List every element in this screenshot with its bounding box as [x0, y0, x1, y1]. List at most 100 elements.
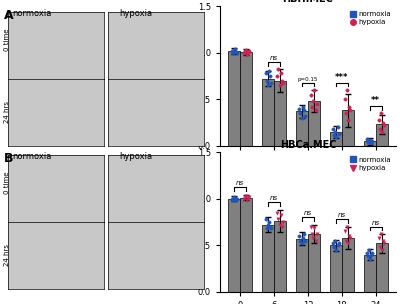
Bar [308, 101, 320, 146]
Text: B: B [4, 152, 14, 165]
Point [368, 141, 374, 146]
Text: normoxia: normoxia [12, 9, 52, 18]
Text: ns: ns [338, 212, 346, 218]
Point [233, 197, 239, 202]
Point [228, 196, 235, 201]
Point [365, 254, 371, 259]
Point [380, 120, 386, 125]
Point [300, 104, 306, 109]
Bar [296, 239, 308, 292]
Point [280, 219, 286, 224]
Point [267, 224, 273, 229]
Point [312, 108, 319, 113]
Point [268, 80, 274, 85]
Point [347, 235, 354, 240]
Point [298, 241, 305, 246]
Point [267, 74, 273, 78]
Point [296, 106, 302, 111]
Point [309, 232, 316, 237]
Point [278, 213, 284, 218]
Y-axis label: Fold change: Fold change [186, 196, 195, 247]
Point [242, 193, 249, 198]
Text: 0 time: 0 time [4, 171, 10, 194]
Point [275, 217, 282, 222]
Point [246, 48, 252, 53]
Bar [262, 225, 274, 292]
Point [311, 88, 318, 92]
Point [300, 235, 306, 240]
Point [274, 210, 280, 215]
Point [377, 127, 383, 132]
Point [268, 226, 274, 231]
Point [332, 238, 338, 243]
Bar [376, 244, 388, 292]
Text: **: ** [371, 96, 380, 105]
Point [309, 104, 316, 109]
Bar [342, 238, 354, 292]
Bar [330, 245, 342, 292]
Point [231, 194, 237, 199]
Text: ns: ns [270, 55, 278, 61]
Point [376, 117, 382, 122]
Legend: normoxia, hypoxia: normoxia, hypoxia [348, 9, 392, 26]
Point [369, 250, 376, 255]
Point [274, 74, 280, 78]
Point [230, 50, 236, 55]
Point [232, 195, 238, 200]
Point [331, 132, 338, 137]
Point [332, 130, 338, 134]
Point [276, 222, 283, 227]
Point [380, 238, 386, 243]
Point [366, 139, 372, 144]
Point [242, 48, 248, 53]
Bar [228, 199, 240, 292]
Point [311, 226, 318, 231]
Text: 24 hrs: 24 hrs [4, 244, 10, 266]
Legend: normoxia, hypoxia: normoxia, hypoxia [348, 155, 392, 172]
Point [343, 238, 349, 243]
Point [377, 245, 383, 250]
Point [333, 247, 340, 252]
Point [345, 241, 352, 246]
Text: ns: ns [270, 195, 278, 202]
Point [310, 99, 316, 104]
Point [379, 130, 385, 134]
Point [381, 123, 388, 128]
Point [330, 241, 336, 246]
Bar [262, 79, 274, 146]
Point [345, 117, 352, 122]
Bar [240, 198, 252, 292]
Point [240, 196, 247, 201]
Point [242, 47, 249, 52]
Point [262, 217, 269, 222]
Point [278, 78, 285, 83]
Point [336, 131, 342, 136]
Point [314, 232, 320, 237]
Point [266, 219, 272, 224]
Point [233, 49, 239, 54]
Point [314, 102, 320, 106]
Point [266, 69, 272, 74]
Point [297, 111, 304, 116]
Y-axis label: Fold change: Fold change [186, 50, 195, 102]
Point [312, 238, 319, 243]
Point [336, 241, 342, 246]
Point [334, 243, 341, 248]
Point [346, 104, 352, 109]
Point [365, 140, 371, 145]
Text: 24 hrs: 24 hrs [4, 102, 10, 123]
Point [230, 198, 236, 203]
Point [264, 78, 270, 83]
Point [330, 127, 336, 132]
Text: 0 time: 0 time [4, 28, 10, 51]
Point [262, 71, 269, 76]
Bar [228, 51, 240, 146]
Text: ns: ns [304, 210, 312, 216]
Text: ns: ns [372, 220, 380, 226]
Text: normoxia: normoxia [12, 152, 52, 161]
Text: ns: ns [236, 181, 244, 186]
Point [346, 233, 352, 238]
Point [234, 50, 240, 55]
Point [333, 134, 340, 139]
Point [264, 226, 270, 231]
